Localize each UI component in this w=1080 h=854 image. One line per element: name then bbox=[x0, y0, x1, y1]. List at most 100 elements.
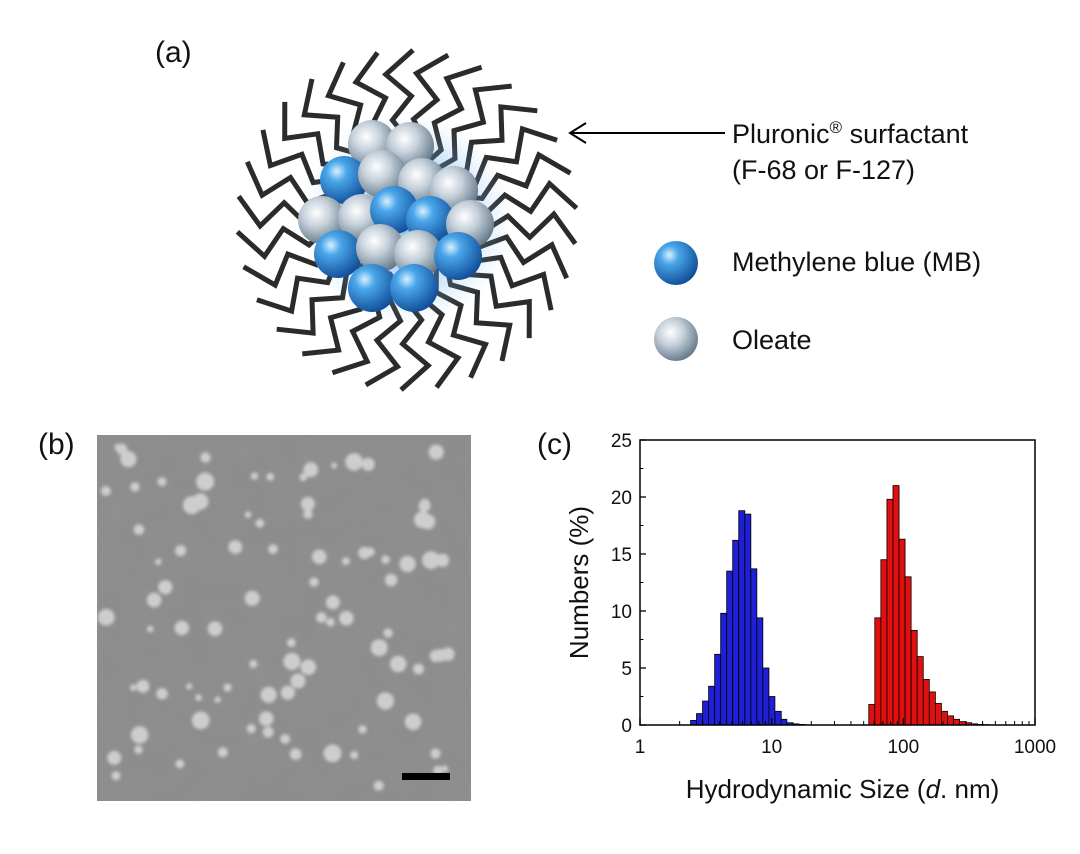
nanoparticle bbox=[228, 540, 243, 554]
nanoparticle bbox=[325, 595, 340, 610]
y-axis-label: Numbers (%) bbox=[564, 506, 594, 659]
nanoparticle bbox=[280, 734, 291, 744]
nanoparticle bbox=[244, 590, 260, 606]
nanoparticle bbox=[384, 573, 398, 587]
histogram-bar bbox=[738, 510, 746, 726]
nanoparticle bbox=[207, 621, 223, 636]
x-tick-label: 1 bbox=[635, 737, 646, 758]
nanoparticle bbox=[441, 765, 449, 773]
nanoparticle bbox=[441, 647, 455, 661]
nanoparticle bbox=[280, 685, 295, 700]
histogram-bar bbox=[744, 513, 752, 726]
methylene-blue-sphere bbox=[348, 264, 396, 312]
nanoparticle bbox=[316, 612, 327, 623]
nanoparticle bbox=[130, 482, 140, 492]
histogram-bar bbox=[916, 656, 924, 726]
size-distribution-chart: 0 5 10 15 20 25 1 10 100 1000 Hydrodynamic Size (d… bbox=[564, 431, 1056, 804]
x-axis-label: Hydrodynamic Size (d. nm) bbox=[686, 774, 1000, 804]
nanoparticle bbox=[244, 511, 252, 518]
oleate-marker bbox=[654, 317, 698, 361]
plot-frame bbox=[639, 439, 1036, 726]
histogram-bar bbox=[922, 678, 930, 726]
nanoparticle bbox=[130, 726, 149, 744]
x-tick-label: 100 bbox=[887, 737, 919, 758]
nanoparticle bbox=[428, 444, 444, 460]
x-tick-label: 10 bbox=[761, 737, 782, 758]
nanoparticle bbox=[389, 655, 407, 673]
x-tick-label: 1000 bbox=[1014, 737, 1056, 758]
nanoparticle bbox=[326, 618, 335, 627]
nanoparticle bbox=[146, 625, 154, 633]
histogram-bar bbox=[928, 691, 936, 726]
nanoparticle bbox=[175, 545, 187, 557]
nanoparticle bbox=[214, 696, 221, 703]
histogram-bar bbox=[941, 710, 948, 726]
histogram-bar bbox=[732, 539, 740, 726]
y-tick-label: 10 bbox=[611, 602, 632, 623]
nanoparticle bbox=[268, 544, 278, 554]
nanoparticle bbox=[200, 452, 211, 463]
nanoparticle bbox=[174, 620, 189, 636]
histogram-bar bbox=[886, 498, 894, 726]
y-tick-label: 15 bbox=[611, 545, 632, 566]
nanoparticle bbox=[196, 472, 215, 491]
nanoparticle bbox=[129, 684, 137, 691]
nanoparticle bbox=[255, 518, 265, 528]
nanoparticle bbox=[345, 453, 363, 471]
nanoparticle bbox=[217, 747, 228, 758]
legend-markers bbox=[654, 241, 698, 361]
histogram-bar bbox=[756, 617, 764, 726]
histogram-bar bbox=[910, 629, 918, 726]
nanoparticle bbox=[120, 451, 137, 468]
histogram-bar bbox=[726, 570, 734, 726]
nanoparticle bbox=[309, 577, 319, 587]
surfactant-label: Pluronic® surfactant bbox=[732, 118, 969, 149]
histogram-bar bbox=[702, 700, 710, 726]
nanoparticle bbox=[383, 628, 393, 638]
histogram-bar bbox=[898, 538, 906, 726]
histogram-bar bbox=[774, 710, 782, 726]
nanoparticle bbox=[350, 751, 359, 760]
nanoparticle bbox=[246, 724, 256, 734]
nanoparticle bbox=[158, 580, 173, 595]
nanoparticle bbox=[433, 765, 443, 776]
nanoparticle bbox=[223, 683, 232, 692]
nanoparticle bbox=[331, 462, 338, 469]
legend-methylene-blue-label: Methylene blue (MB) bbox=[732, 247, 982, 277]
nanoparticle bbox=[258, 711, 274, 726]
histogram-bar bbox=[874, 617, 882, 726]
tem-micrograph bbox=[97, 435, 471, 801]
nanoparticle bbox=[429, 649, 442, 663]
methylene-blue-sphere bbox=[434, 232, 482, 280]
methylene-blue-sphere bbox=[320, 156, 368, 204]
nanoparticle bbox=[303, 462, 319, 478]
nanoparticle bbox=[370, 639, 388, 657]
nanoparticle bbox=[300, 496, 315, 511]
surfactant-arrow bbox=[568, 122, 725, 144]
y-tick-label: 0 bbox=[621, 716, 632, 737]
nanoparticle bbox=[107, 750, 122, 765]
nanoparticle bbox=[303, 509, 313, 519]
y-tick-label: 20 bbox=[611, 488, 632, 509]
histogram-bar bbox=[762, 667, 770, 726]
histogram-bar bbox=[880, 559, 888, 726]
oleate-sphere bbox=[356, 224, 404, 272]
surfactant-types-label: (F-68 or F-127) bbox=[732, 155, 916, 185]
nanoparticle bbox=[413, 663, 424, 675]
histogram-bar bbox=[750, 568, 758, 726]
nanoparticle bbox=[300, 659, 317, 675]
nanoparticle bbox=[420, 514, 436, 530]
scale-bar bbox=[402, 773, 450, 780]
nanoparticle bbox=[195, 694, 203, 701]
nanoparticle bbox=[418, 500, 431, 513]
histogram-bar bbox=[720, 612, 728, 726]
nanoparticle bbox=[200, 716, 207, 723]
histogram-bar bbox=[892, 485, 900, 726]
nanoparticle bbox=[312, 549, 327, 565]
nanoparticle bbox=[136, 679, 150, 693]
nanoparticle bbox=[365, 547, 375, 557]
nanoparticle bbox=[134, 745, 143, 754]
panel-label-a: (a) bbox=[155, 36, 192, 69]
histogram-bar bbox=[696, 713, 703, 726]
nanoparticle bbox=[430, 748, 441, 759]
